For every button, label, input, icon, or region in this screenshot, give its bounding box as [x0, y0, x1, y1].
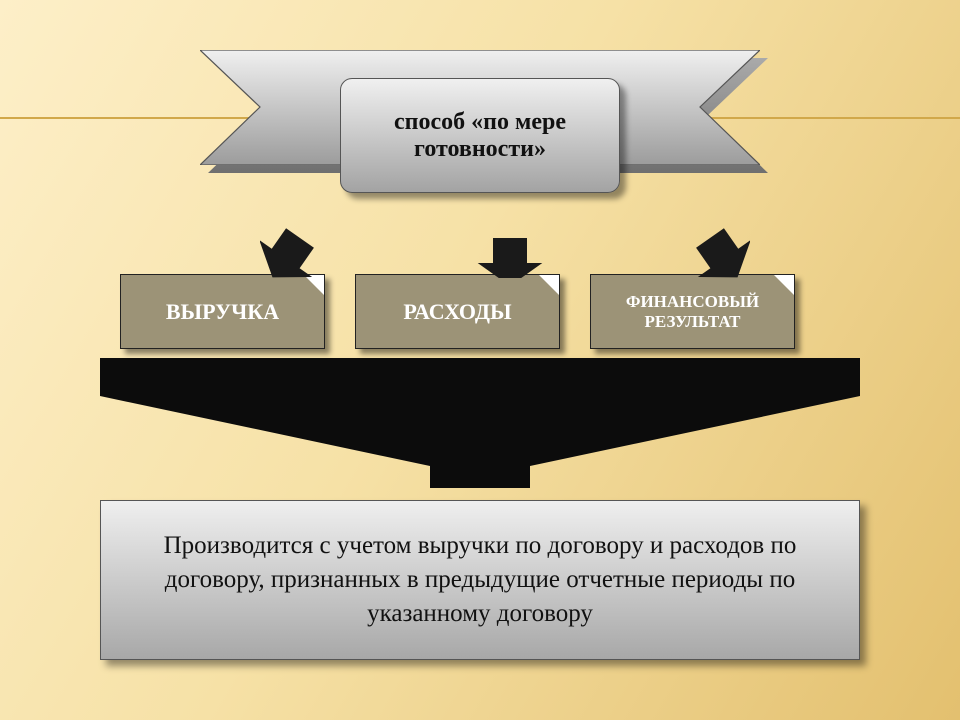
- title-text: способ «по мере готовности»: [355, 109, 605, 163]
- arrow-right-icon: [670, 198, 750, 278]
- box-expenses: РАСХОДЫ: [355, 274, 560, 349]
- arrow-left-icon: [260, 198, 340, 278]
- box-revenue: ВЫРУЧКА: [120, 274, 325, 349]
- folded-corner-icon: [304, 275, 324, 295]
- box-expenses-label: РАСХОДЫ: [403, 299, 511, 325]
- description-text: Производится с учетом выручки по договор…: [137, 529, 823, 630]
- box-financial-result-label: ФИНАНСОВЫЙ РЕЗУЛЬТАТ: [591, 292, 794, 332]
- diagram-content: способ «по мере готовности» ВЫРУЧКА РАСХ…: [0, 0, 960, 720]
- arrow-mid-icon: [470, 198, 550, 278]
- box-financial-result: ФИНАНСОВЫЙ РЕЗУЛЬТАТ: [590, 274, 795, 349]
- box-revenue-label: ВЫРУЧКА: [166, 299, 279, 325]
- converge-bracket-icon: [100, 358, 860, 488]
- folded-corner-icon: [539, 275, 559, 295]
- title-box: способ «по мере готовности»: [340, 78, 620, 193]
- description-box: Производится с учетом выручки по договор…: [100, 500, 860, 660]
